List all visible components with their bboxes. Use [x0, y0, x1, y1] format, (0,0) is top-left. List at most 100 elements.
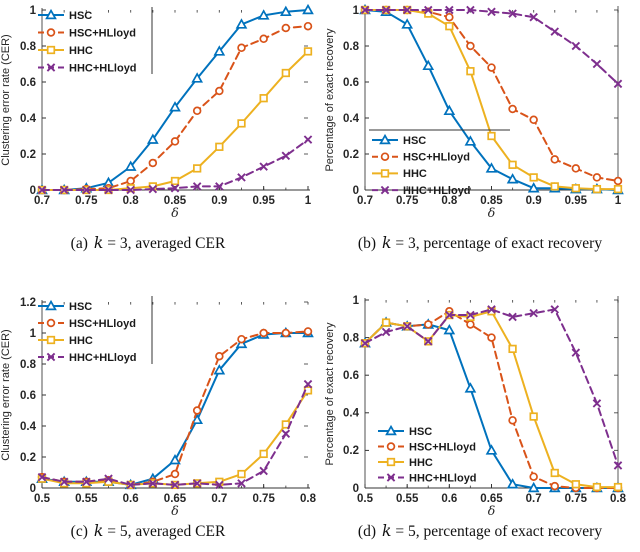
svg-text:HHC: HHC: [403, 168, 427, 180]
y-axis-label: Clustering error rate (CER): [0, 329, 12, 460]
svg-text:0.6: 0.6: [343, 77, 359, 89]
svg-text:0.6: 0.6: [20, 77, 36, 89]
svg-text:0.8: 0.8: [343, 332, 360, 344]
svg-text:0.7: 0.7: [211, 493, 227, 505]
svg-text:0: 0: [30, 185, 36, 197]
series-HHC-HLloyd: [360, 305, 623, 470]
svg-text:HSC: HSC: [409, 426, 432, 438]
svg-text:0.8: 0.8: [20, 359, 37, 371]
svg-text:0.8: 0.8: [20, 41, 37, 53]
svg-text:0.7: 0.7: [526, 493, 542, 505]
svg-text:0.2: 0.2: [343, 149, 359, 161]
caption-b-variable: k: [381, 234, 392, 252]
caption-b-prefix: (b): [357, 235, 376, 252]
svg-text:0.75: 0.75: [75, 195, 98, 207]
svg-text:0.65: 0.65: [164, 493, 187, 505]
svg-text:0.8: 0.8: [123, 195, 140, 207]
caption-d: (d) k = 5, percentage of exact recovery: [320, 522, 640, 541]
x-axis-label: δ: [171, 503, 179, 517]
svg-text:HHC: HHC: [409, 457, 433, 469]
svg-text:0.2: 0.2: [343, 445, 359, 457]
caption-d-prefix: (d): [357, 523, 376, 540]
svg-text:0.75: 0.75: [252, 493, 275, 505]
caption-c-text: = 5, averaged CER: [107, 523, 226, 540]
svg-text:0.8: 0.8: [300, 493, 317, 505]
svg-text:0.4: 0.4: [20, 421, 37, 433]
caption-c-prefix: (c): [70, 523, 88, 540]
svg-text:HSC+HLloyd: HSC+HLloyd: [403, 152, 470, 164]
svg-text:0.6: 0.6: [343, 370, 359, 382]
caption-b-text: = 3, percentage of exact recovery: [395, 235, 603, 252]
subplot-c: 0.5 0.55 0.6 0.65 0.7 0.75 0.8 0 0.2 0.4 0.6 0.8 1 1.…: [0, 285, 320, 517]
caption-a-variable: k: [93, 234, 104, 252]
caption-a: (a) k = 3, averaged CER: [0, 234, 296, 253]
svg-text:0.4: 0.4: [20, 113, 37, 125]
svg-text:0.8: 0.8: [610, 493, 627, 505]
caption-d-variable: k: [381, 522, 392, 540]
svg-text:0.8: 0.8: [441, 195, 458, 207]
chart-a-canvas: 0.7 0.75 0.8 0.85 0.9 0.95 1 0 0.2 0.4 0.6 0.8 1 Clus…: [0, 3, 314, 220]
svg-text:0.85: 0.85: [164, 195, 187, 207]
svg-text:HSC+HLloyd: HSC+HLloyd: [69, 27, 136, 39]
svg-text:0.9: 0.9: [526, 195, 542, 207]
series-HHC-HLloyd: [37, 379, 313, 490]
caption-b: (b) k = 3, percentage of exact recovery: [320, 234, 640, 253]
caption-a-text: = 3, averaged CER: [107, 235, 226, 252]
svg-text:HHC: HHC: [69, 45, 93, 57]
svg-text:1: 1: [353, 295, 360, 307]
svg-text:0.65: 0.65: [480, 493, 503, 505]
svg-text:0.75: 0.75: [396, 195, 419, 207]
svg-text:0.2: 0.2: [20, 149, 36, 161]
caption-a-prefix: (a): [70, 235, 88, 252]
svg-text:0.55: 0.55: [396, 493, 419, 505]
svg-text:1: 1: [353, 5, 360, 17]
x-axis-label: δ: [488, 205, 496, 220]
svg-text:0.4: 0.4: [343, 113, 360, 125]
svg-text:1: 1: [30, 5, 37, 17]
svg-text:HSC+HLloyd: HSC+HLloyd: [409, 441, 476, 453]
chart-c-canvas: 0.5 0.55 0.6 0.65 0.7 0.75 0.8 0 0.2 0.4 0.6 0.8 1 1.…: [0, 296, 317, 517]
series-HSC-HLloyd: [360, 5, 623, 186]
x-axis-label: δ: [488, 503, 496, 517]
y-axis-label: Percentage of exact recovery: [324, 322, 336, 466]
svg-text:HHC+HLloyd: HHC+HLloyd: [409, 472, 477, 484]
legend: HSC HSC+HLloyd HHC HHC+HLloyd: [369, 129, 510, 197]
svg-text:0.5: 0.5: [357, 493, 374, 505]
svg-text:1: 1: [305, 195, 312, 207]
svg-text:0.2: 0.2: [20, 452, 36, 464]
svg-text:HHC+HLloyd: HHC+HLloyd: [403, 185, 471, 197]
svg-text:0.7: 0.7: [357, 195, 373, 207]
chart-b-canvas: 0.7 0.75 0.8 0.85 0.9 0.95 1 0 0.2 0.4 0.6 0.8 1 Perc…: [324, 3, 624, 220]
svg-text:HSC: HSC: [69, 301, 92, 313]
caption-c: (c) k = 5, averaged CER: [0, 522, 296, 541]
svg-text:HHC+HLloyd: HHC+HLloyd: [69, 352, 137, 364]
svg-text:0.85: 0.85: [480, 195, 503, 207]
svg-text:HHC+HLloyd: HHC+HLloyd: [69, 62, 137, 74]
subplot-d: 0.5 0.55 0.6 0.65 0.7 0.75 0.8 0 0.2 0.4 0.6 0.8 1 Pe…: [320, 285, 640, 517]
svg-text:0.4: 0.4: [343, 408, 360, 420]
series-HHC: [37, 47, 313, 195]
svg-text:0.55: 0.55: [75, 493, 98, 505]
subplot-a: 0.7 0.75 0.8 0.85 0.9 0.95 1 0 0.2 0.4 0.6 0.8 1 Clus…: [0, 0, 320, 230]
svg-text:0: 0: [30, 483, 36, 495]
svg-text:0.9: 0.9: [211, 195, 227, 207]
caption-d-text: = 5, percentage of exact recovery: [395, 523, 603, 540]
series-HHC-HLloyd: [360, 5, 623, 89]
svg-text:0.8: 0.8: [343, 41, 360, 53]
legend: HSC HSC+HLloyd HHC HHC+HLloyd: [378, 424, 477, 484]
svg-text:0.6: 0.6: [20, 390, 36, 402]
svg-text:1: 1: [615, 195, 622, 207]
svg-text:0.7: 0.7: [34, 195, 50, 207]
svg-text:0.6: 0.6: [441, 493, 457, 505]
svg-text:0.6: 0.6: [123, 493, 139, 505]
series-HSC: [359, 3, 624, 195]
series-HSC: [359, 316, 624, 493]
svg-text:0.95: 0.95: [252, 195, 275, 207]
legend: HSC HSC+HLloyd HHC HHC+HLloyd: [38, 7, 153, 74]
svg-text:0.95: 0.95: [565, 195, 588, 207]
svg-text:0.75: 0.75: [565, 493, 588, 505]
svg-text:HSC+HLloyd: HSC+HLloyd: [69, 318, 136, 330]
caption-c-variable: k: [93, 522, 104, 540]
svg-text:HSC: HSC: [403, 135, 426, 147]
